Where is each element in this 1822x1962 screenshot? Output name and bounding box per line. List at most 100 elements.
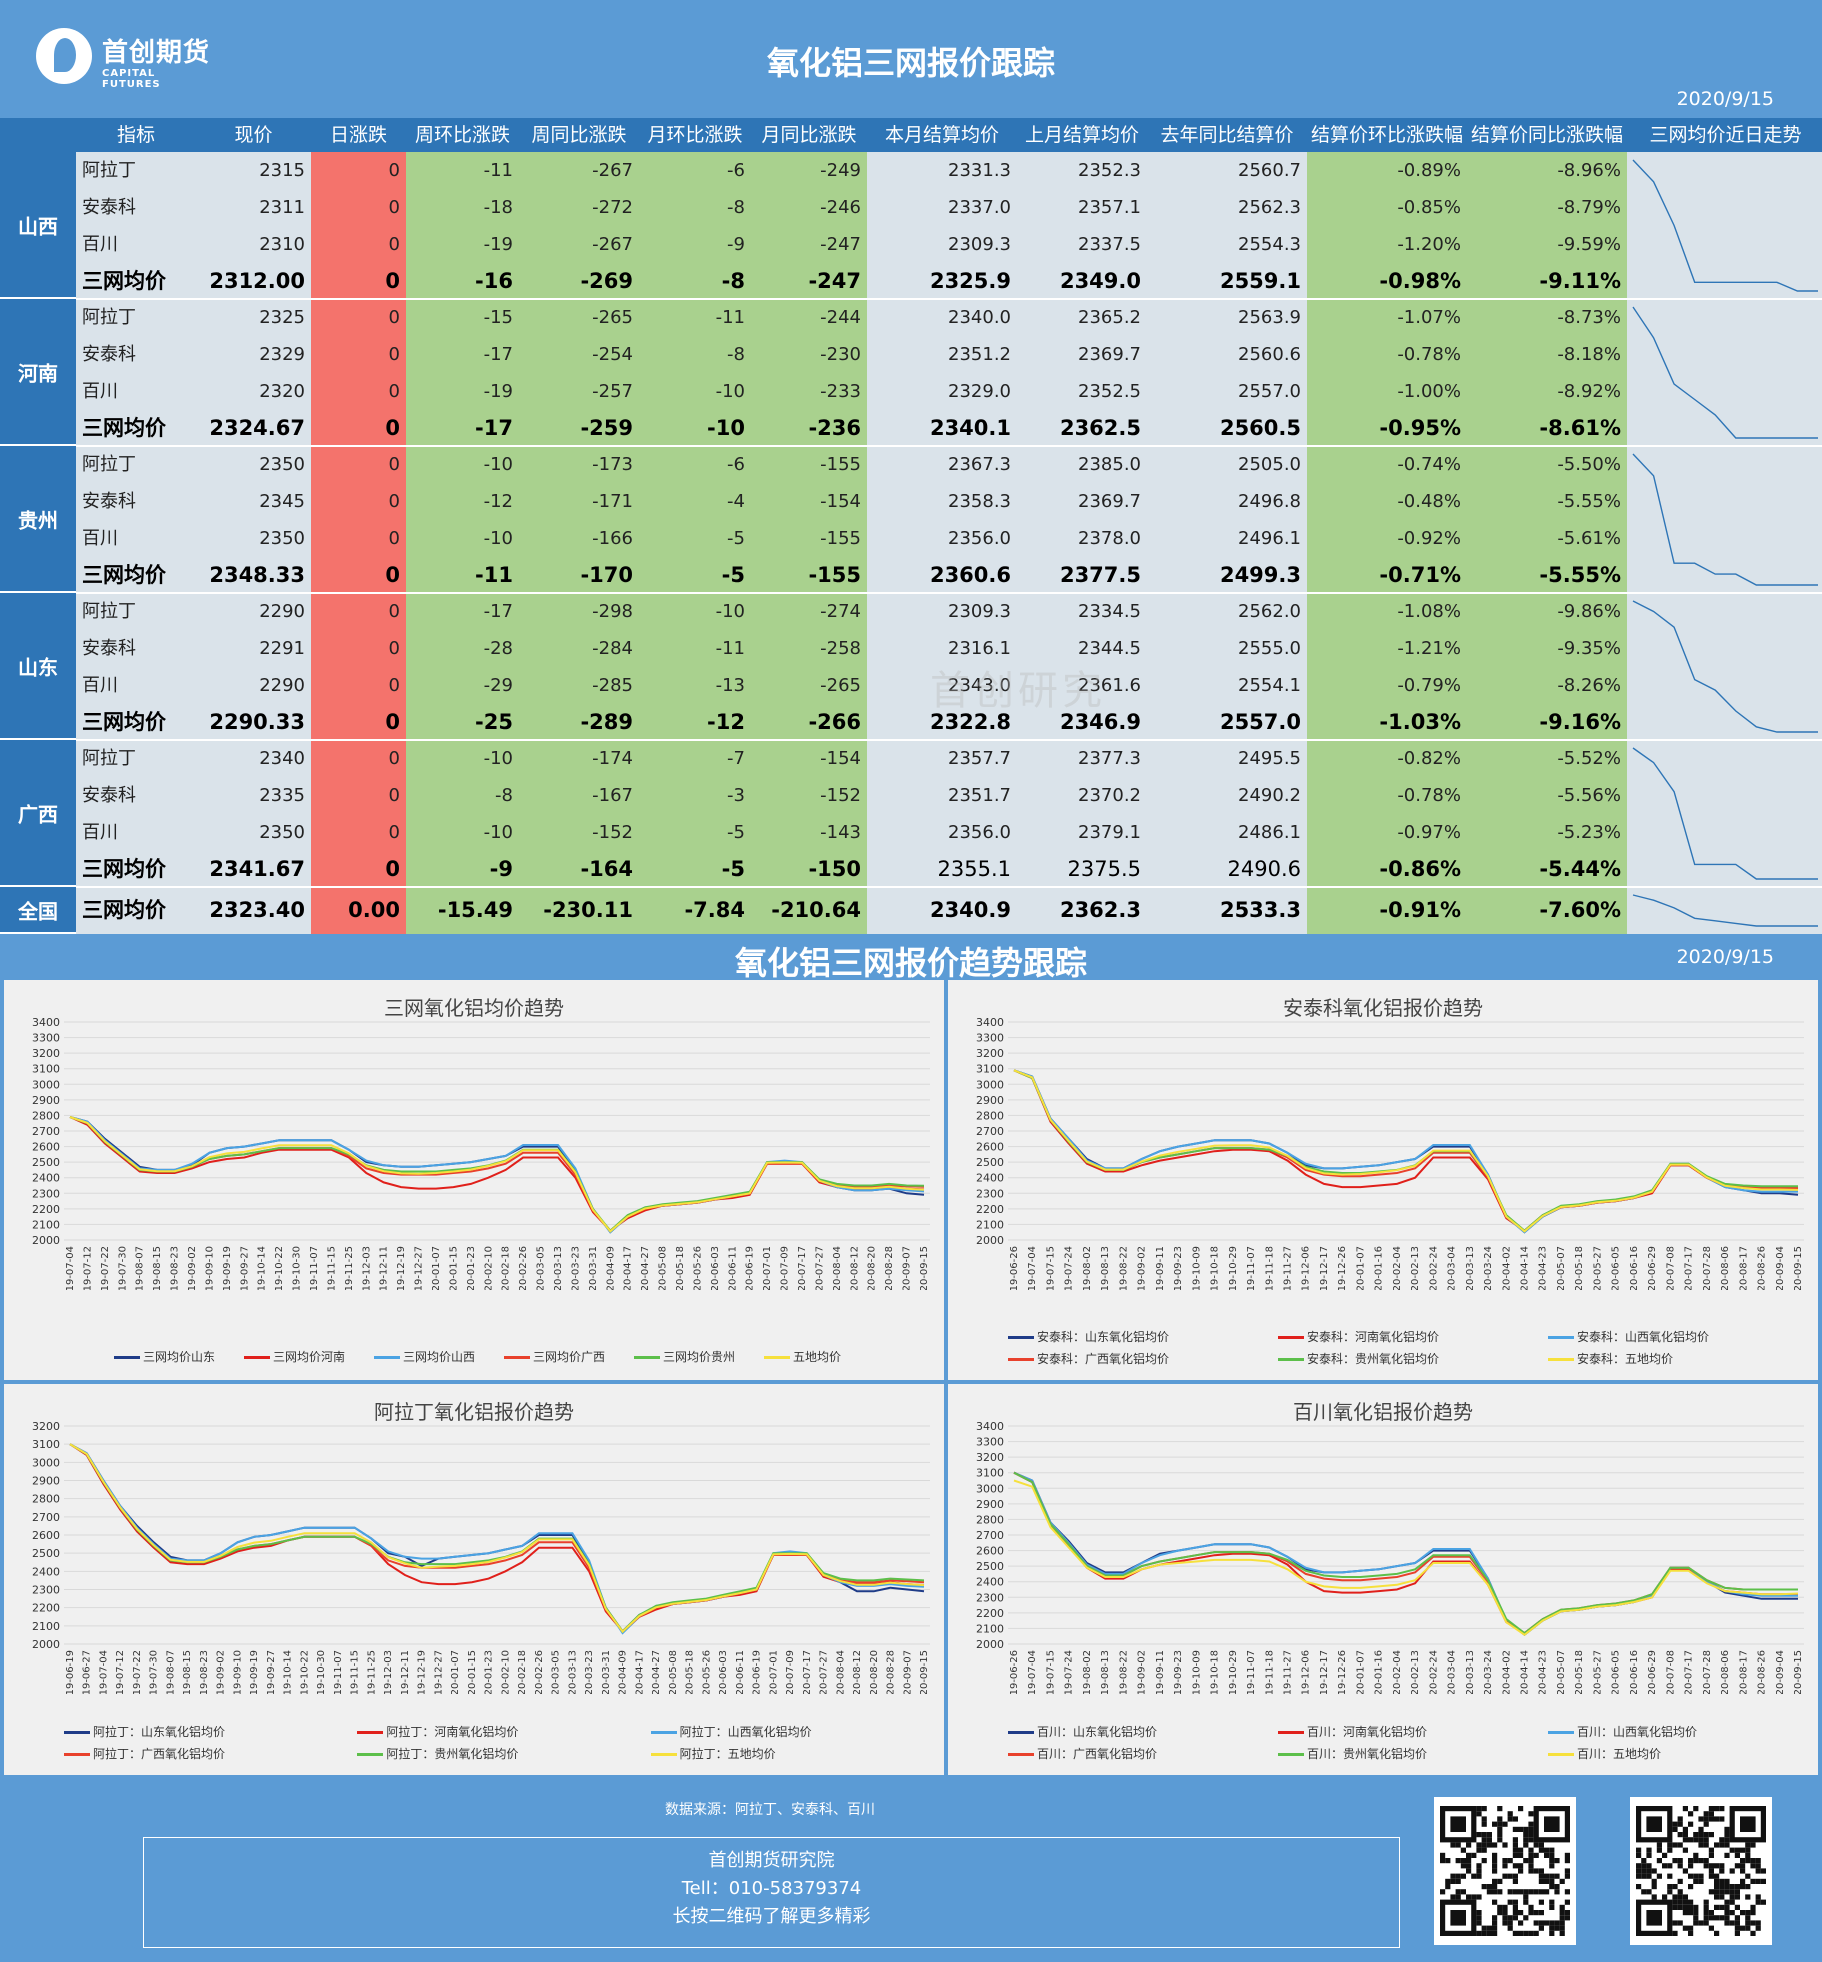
table-cell: -257 [592,381,633,402]
x-tick-label: 2019-08-13 [1100,1246,1111,1290]
x-tick-label: 2020-07-28 [1702,1246,1713,1290]
table-cell: 2495.5 [1238,748,1301,769]
series-line [69,1443,925,1633]
table-cell: 2346.9 [1059,710,1141,734]
table-cell: -166 [592,528,633,549]
column-background [406,152,867,934]
table-cell: 2340 [259,748,305,769]
table-cell: -8 [721,269,745,293]
legend-label: 百川：五地均价 [1577,1747,1662,1761]
x-tick-label: 2019-07-04 [1027,1650,1038,1694]
table-cell: -3 [727,785,745,806]
legend-swatch [1548,1358,1574,1361]
series-line [69,1443,925,1634]
legend-item: 百川：山东氧化铝均价 [1008,1723,1157,1740]
legend-label: 安泰科：五地均价 [1577,1352,1674,1366]
table-cell: -167 [592,785,633,806]
region-name: 山西 [18,214,58,238]
legend-label: 阿拉丁：山西氧化铝均价 [679,1725,812,1739]
sparkline-path [1632,159,1818,292]
legend-label: 百川：山西氧化铝均价 [1577,1725,1698,1739]
legend-label: 三网均价广西 [533,1350,606,1364]
x-tick-label: 2020-02-10 [500,1650,511,1694]
column-header: 结算价同比涨跌幅 [1470,124,1623,146]
legend-swatch [764,1356,790,1359]
legend-swatch [1278,1731,1304,1734]
series-line [1013,1471,1798,1636]
legend-label: 阿拉丁：五地均价 [679,1747,776,1761]
table-cell: -246 [820,197,861,218]
x-tick-label: 2020-07-27 [819,1650,830,1694]
x-tick-label: 2020-09-04 [1775,1650,1786,1694]
x-tick-label: 2019-09-23 [1173,1246,1184,1290]
x-tick-label: 2019-12-26 [1337,1246,1348,1290]
table-cell: -0.74% [1397,454,1461,475]
y-tick-label: 2200 [32,1203,60,1216]
x-tick-label: 2019-07-24 [1064,1246,1075,1290]
x-tick-label: 2020-06-05 [1611,1650,1622,1694]
table-cell: -8.26% [1557,675,1621,696]
x-tick-label: 2020-04-17 [623,1246,634,1290]
row-label: 安泰科 [82,785,136,806]
x-tick-label: 2020-06-19 [752,1650,763,1694]
table-cell: 2335 [259,785,305,806]
table-cell: -15.49 [437,898,513,922]
table-cell: 2365.2 [1078,307,1141,328]
table-cell: -284 [592,638,633,659]
x-tick-label: 2019-12-26 [1337,1650,1348,1694]
table-cell: 2352.5 [1078,381,1141,402]
x-tick-label: 2020-05-07 [1556,1246,1567,1290]
legend-item: 阿拉丁：贵州氧化铝均价 [357,1745,518,1762]
table-cell: 2290 [259,675,305,696]
y-tick-label: 2800 [976,1109,1004,1122]
table-header-row: 指标 现价 日涨跌 周环比涨跌 周同比涨跌 月环比涨跌 月同比涨跌 本月结算均价 上月结算均价去… [0,118,1822,152]
y-tick-label: 2300 [976,1187,1004,1200]
table-cell: 2290 [259,601,305,622]
table-cell: -0.89% [1397,160,1461,181]
chart-title: 三网氧化铝均价趋势 [384,996,564,1020]
x-tick-label: 2020-05-18 [1574,1246,1585,1290]
table-cell: 2554.3 [1238,234,1301,255]
legend-item: 安泰科：山西氧化铝均价 [1548,1328,1709,1345]
x-tick-label: 2020-03-24 [1483,1650,1494,1694]
y-tick-label: 2100 [32,1218,60,1231]
table-cell: 2362.5 [1059,416,1141,440]
table-cell: -8 [727,197,745,218]
table-cell: 2496.8 [1238,491,1301,512]
table-cell: 2340.9 [929,898,1011,922]
row-label: 安泰科 [82,197,136,218]
table-cell: -19 [483,234,513,255]
region-label: 全国 [0,887,76,934]
x-tick-label: 2020-08-12 [852,1650,863,1694]
x-tick-label: 2019-12-06 [1301,1650,1312,1694]
x-tick-label: 2020-08-28 [886,1650,897,1694]
org-name: 首创期货研究院 [708,1850,835,1871]
series-line [1013,1069,1798,1233]
x-tick-label: 2020-09-15 [1793,1650,1804,1694]
table-cell: 2341.67 [209,857,305,881]
legend-swatch [374,1356,400,1359]
qr-code-wechat[interactable] [1434,1797,1576,1945]
table-cell: -16 [475,269,513,293]
table-cell: -1.08% [1397,601,1461,622]
y-tick-label: 3200 [976,1047,1004,1060]
legend-swatch [1278,1358,1304,1361]
table-cell: -0.85% [1397,197,1461,218]
y-tick-label: 3300 [32,1032,60,1045]
x-tick-label: 2019-08-15 [152,1246,163,1290]
x-tick-label: 2020-07-17 [797,1246,808,1290]
table-cell: -0.98% [1379,269,1461,293]
qr-code-app[interactable] [1630,1797,1772,1945]
legend-item: 安泰科：河南氧化铝均价 [1278,1328,1439,1345]
table-row: 安泰科 2335 0 -8 -167 -3 -152 2351.7 2370.2 2490.2 -0… [76,777,1822,814]
row-label: 三网均价 [82,898,166,922]
table-cell: -1.03% [1379,710,1461,734]
table-cell: -19 [483,381,513,402]
row-label: 阿拉丁 [82,601,136,622]
table-cell: 2369.7 [1078,344,1141,365]
table-cell: 2340.1 [929,416,1011,440]
legend-swatch [634,1356,660,1359]
table-cell: 2325.9 [929,269,1011,293]
table-cell: 0 [385,416,400,440]
table-cell: 2320 [259,381,305,402]
